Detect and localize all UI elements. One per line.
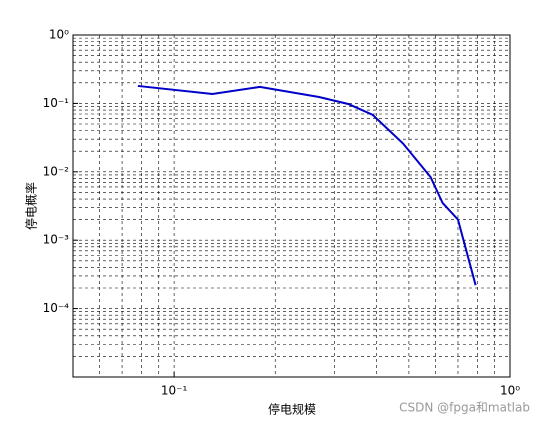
- x-tick-label: 10⁰: [500, 384, 520, 398]
- plot-frame: [72, 34, 511, 378]
- y-tick-label: 10⁻⁴: [43, 301, 70, 315]
- x-tick-label: 10⁻¹: [161, 384, 188, 398]
- y-tick-label: 10⁻¹: [43, 96, 70, 110]
- y-tick-label: 10⁻³: [43, 233, 70, 247]
- y-tick-label: 10⁻²: [43, 164, 70, 178]
- y-axis-label: 停电概率: [24, 182, 39, 230]
- x-axis-label: 停电规模: [268, 402, 316, 417]
- y-tick-label: 10⁰: [49, 28, 69, 42]
- data-line: [137, 84, 477, 286]
- watermark: CSDN @fpga和matlab: [399, 401, 530, 415]
